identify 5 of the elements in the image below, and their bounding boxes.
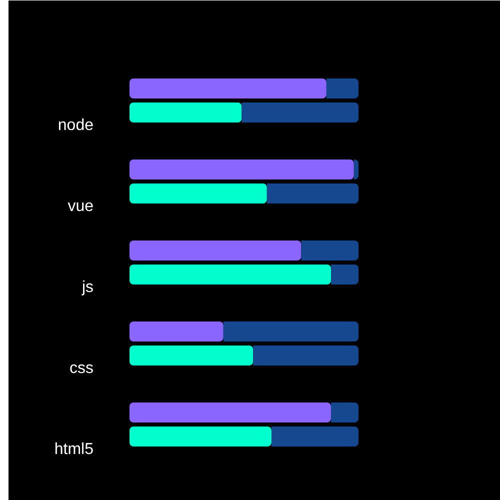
y-tick-label: node <box>58 117 94 134</box>
y-tick-label: html5 <box>54 441 94 458</box>
y-tick-label: vue <box>68 198 94 215</box>
y-tick-label: js <box>80 279 94 296</box>
y-tick-label: css <box>70 360 94 377</box>
